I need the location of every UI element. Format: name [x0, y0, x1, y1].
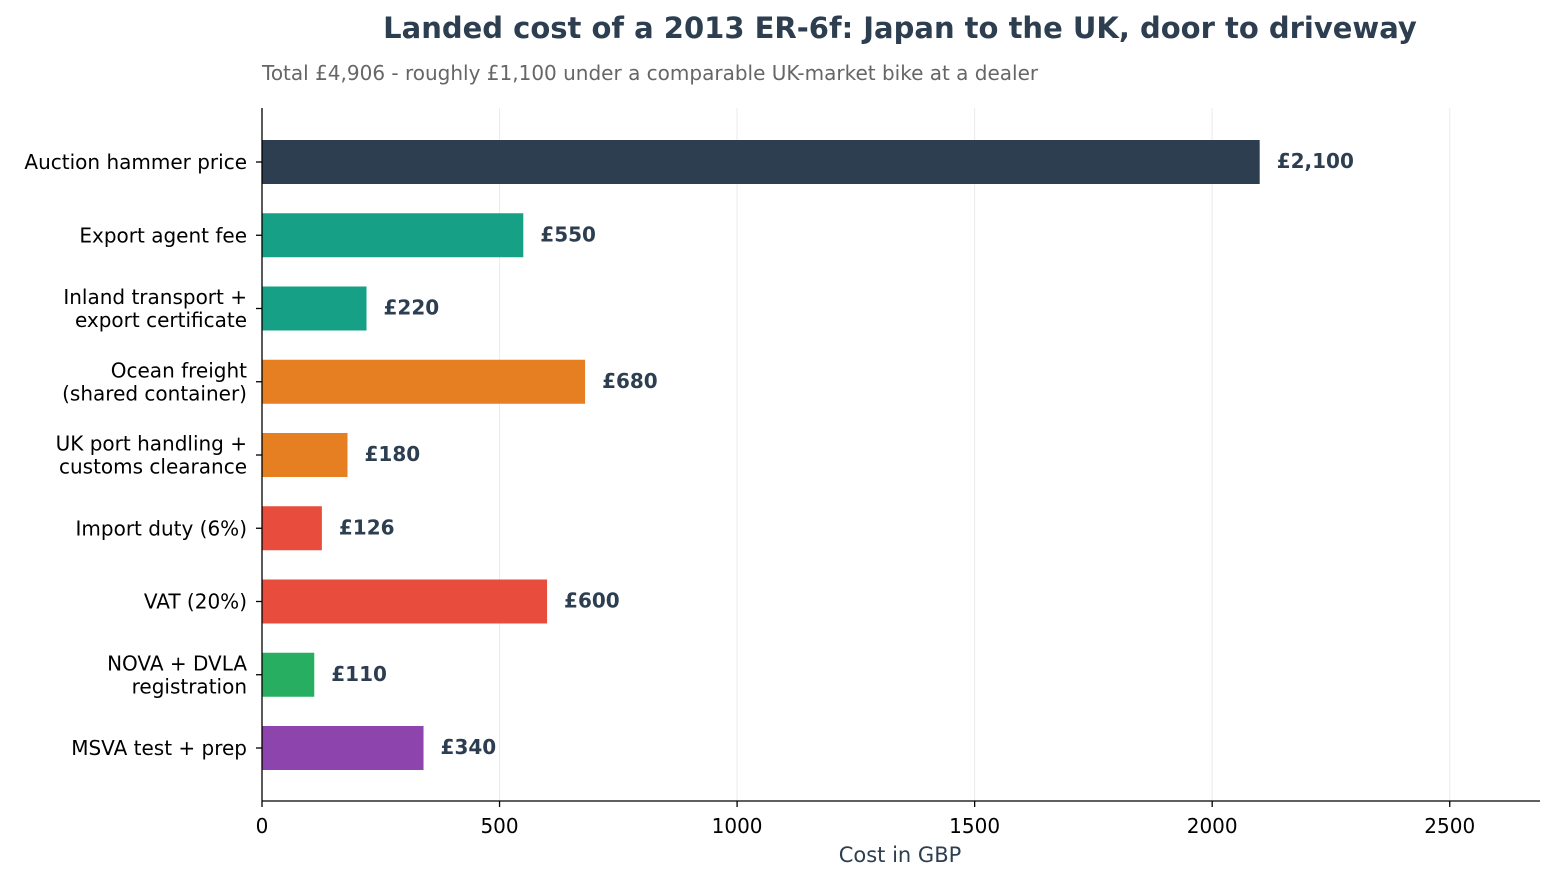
category-label: Export agent fee: [79, 223, 247, 247]
bar-value-label: £2,100: [1277, 149, 1354, 173]
bar-value-label: £600: [564, 589, 620, 613]
x-tick-label: 2000: [1187, 814, 1238, 838]
bars: £2,100 £550 £220 £680 £180 £126 £600 £110 £340: [262, 140, 1354, 770]
x-tick-label: 0: [256, 814, 269, 838]
category-label: Inland transport + export certificate: [63, 285, 247, 332]
x-tick-label: 500: [480, 814, 518, 838]
bar: [262, 506, 322, 551]
bar: [262, 726, 424, 770]
bar: [262, 652, 315, 697]
bar: [262, 213, 524, 258]
x-axis-label: Cost in GBP: [839, 843, 962, 867]
category-label: VAT (20%): [144, 590, 247, 614]
bar: [262, 286, 367, 331]
bar-value-label: £680: [602, 369, 658, 393]
bar-value-label: £220: [384, 296, 440, 320]
bar-value-label: £110: [331, 662, 387, 686]
category-label: Auction hammer price: [24, 150, 247, 174]
bar-value-label: £550: [540, 222, 596, 246]
bar-value-label: £126: [339, 515, 395, 539]
x-tick-label: 1000: [712, 814, 763, 838]
axes: 0 500 1000 1500 2000 2500 Auction hammer price…: [24, 108, 1540, 838]
category-label: NOVA + DVLA registration: [107, 651, 247, 698]
bar-value-label: £180: [365, 442, 421, 466]
bar: [262, 140, 1260, 184]
category-label: Ocean freight (shared container): [62, 358, 247, 405]
category-label: Import duty (6%): [76, 516, 247, 540]
bar: [262, 579, 548, 624]
bar-value-label: £340: [441, 735, 497, 759]
x-tick-label: 1500: [949, 814, 1000, 838]
gridlines: [499, 108, 1451, 801]
x-tick-label: 2500: [1424, 814, 1475, 838]
chart-title: Landed cost of a 2013 ER-6f: Japan to th…: [383, 11, 1417, 45]
chart-subtitle: Total £4,906 - roughly £1,100 under a co…: [261, 61, 1039, 85]
category-label: MSVA test + prep: [71, 736, 247, 760]
bar: [262, 433, 348, 477]
category-label: UK port handling + customs clearance: [56, 432, 247, 479]
bar: [262, 359, 586, 404]
